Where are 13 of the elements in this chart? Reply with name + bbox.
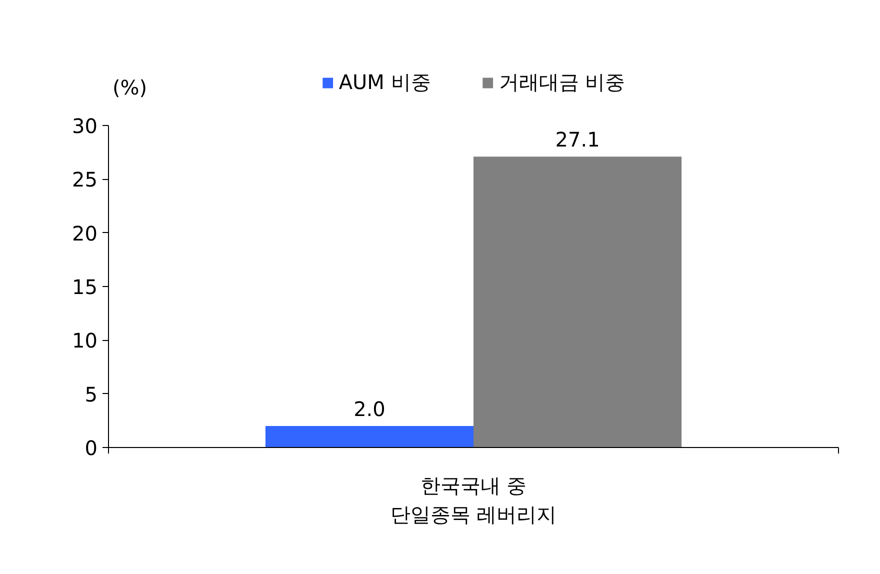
y-tick-label: 0 — [84, 436, 98, 460]
legend-label: AUM 비중 — [338, 69, 431, 96]
legend-label: 거래대금 비중 — [498, 69, 626, 96]
y-tick-label: 5 — [84, 382, 98, 406]
y-tick-label: 30 — [72, 114, 98, 138]
data-label: 27.1 — [555, 128, 600, 152]
x-tick-label: 한국국내 중 단일종목 레버리지 — [390, 474, 557, 526]
y-tick-label: 20 — [72, 221, 98, 246]
y-tick-label: 25 — [72, 168, 98, 192]
y-axis-title: (%) — [112, 76, 148, 100]
data-label: 2.0 — [354, 397, 386, 422]
y-tick-label: 15 — [72, 275, 98, 299]
y-tick-label: 10 — [72, 328, 98, 353]
